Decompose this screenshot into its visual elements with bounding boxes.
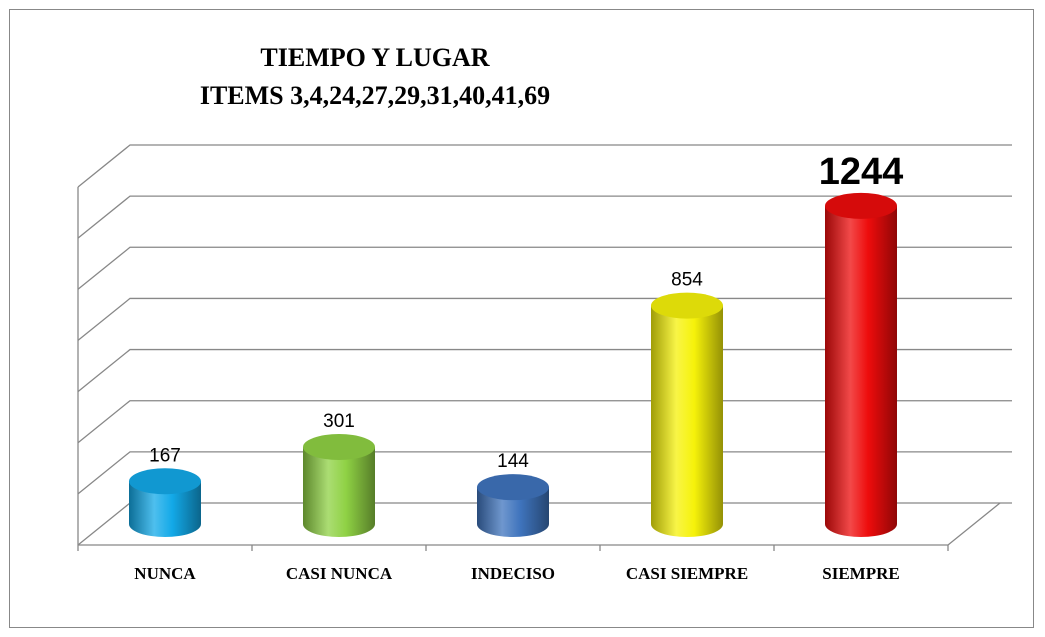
bar-body <box>825 205 897 538</box>
bar-body <box>651 305 723 537</box>
value-label: 167 <box>149 445 181 466</box>
value-label: 301 <box>323 411 355 432</box>
chart-title: TIEMPO Y LUGAR <box>260 43 489 72</box>
bar <box>477 474 549 537</box>
grid-line <box>77 246 1012 290</box>
bar-top <box>129 468 201 495</box>
grid-line <box>77 195 1012 239</box>
x-tick-label: INDECISO <box>470 564 556 583</box>
bar <box>129 468 201 537</box>
bar-top <box>477 474 549 501</box>
bar-body <box>303 447 375 537</box>
chart-frame <box>9 9 1034 628</box>
bar-body <box>129 481 201 537</box>
grid-line <box>77 297 1012 341</box>
x-tick-label: SIEMPRE <box>822 564 900 583</box>
bar-top <box>303 434 375 461</box>
bar <box>303 434 375 537</box>
bar-top <box>825 192 897 219</box>
chart-subtitle: ITEMS 3,4,24,27,29,31,40,41,69 <box>200 81 550 110</box>
bar-body <box>477 487 549 537</box>
value-label: 1244 <box>819 151 904 193</box>
x-tick-label: CASI SIEMPRE <box>625 564 749 583</box>
x-tick-label: NUNCA <box>134 564 196 583</box>
bar-top <box>651 292 723 319</box>
grid-line <box>77 144 1012 188</box>
bar <box>825 192 897 538</box>
bar <box>651 292 723 537</box>
x-tick-label: CASI NUNCA <box>285 564 393 583</box>
value-label: 144 <box>497 451 529 472</box>
value-label: 854 <box>671 270 703 291</box>
